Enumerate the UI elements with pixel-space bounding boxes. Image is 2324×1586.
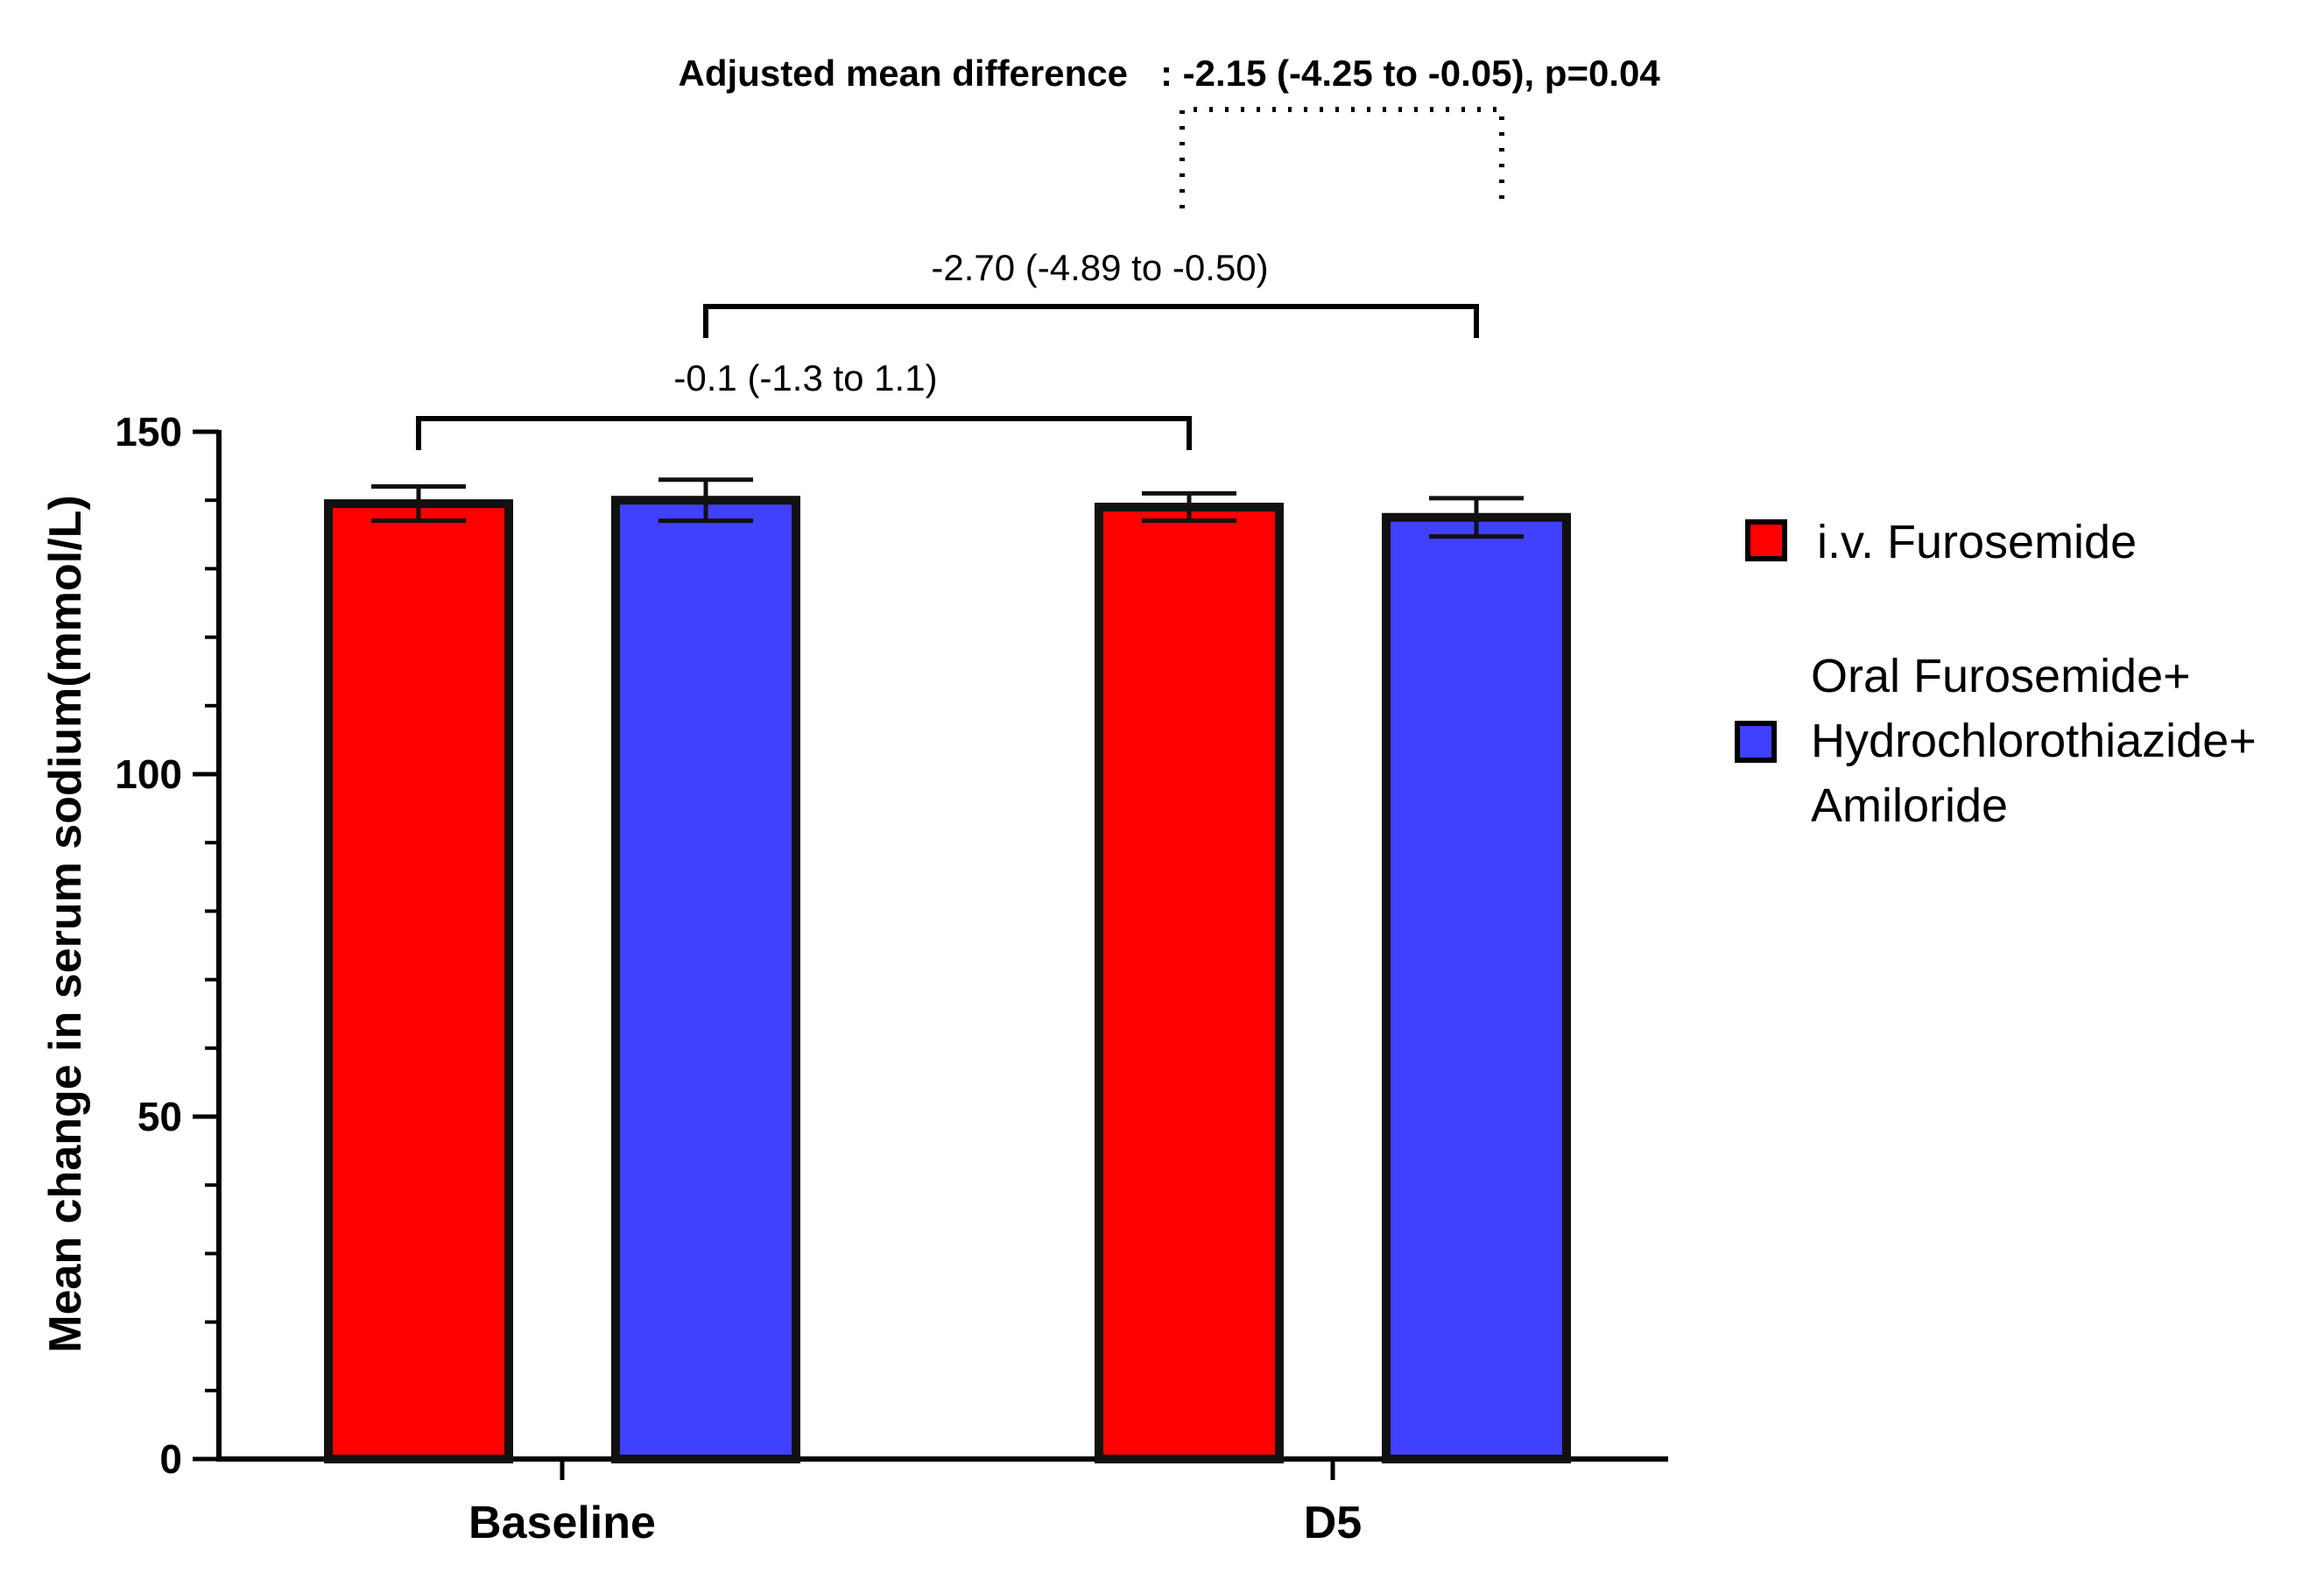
legend-label-oral-combo-line-1: Oral Furosemide+ — [1811, 650, 2191, 702]
y-tick-label: 0 — [159, 1436, 182, 1482]
legend-swatch-oral-combo — [1735, 721, 1777, 763]
bar — [1382, 512, 1571, 1463]
comparison-bracket — [416, 416, 1192, 450]
adjusted-value: : -2.15 (-4.25 to -0.05), p=0.04 — [1160, 53, 1660, 94]
legend-label-oral-combo-line-3: Amiloride — [1811, 779, 2008, 832]
x-category-label: D5 — [1304, 1498, 1362, 1548]
adjusted-title: Adjusted mean difference — [679, 53, 1128, 94]
y-axis-label: Mean change in serum sodium(mmol/L) — [40, 495, 91, 1352]
bar — [1095, 503, 1284, 1463]
y-tick-label: 150 — [115, 409, 182, 455]
adjusted-dotted-bracket — [1180, 107, 1504, 208]
bars — [324, 496, 1571, 1464]
legend-label-iv-furosemide: i.v. Furosemide — [1817, 516, 2137, 568]
y-tick-label: 50 — [137, 1094, 182, 1139]
comparison-label-1: -0.1 (-1.3 to 1.1) — [673, 357, 937, 398]
error-bars — [371, 477, 1524, 539]
comparison-bracket — [703, 304, 1479, 338]
y-tick-label: 100 — [115, 751, 182, 797]
comparison-label-2: -2.70 (-4.89 to -0.50) — [931, 247, 1268, 288]
bar — [324, 499, 513, 1463]
comparison-brackets — [416, 107, 1504, 450]
legend: i.v. Furosemide Oral Furosemide+ Hydroch… — [1735, 516, 2257, 832]
legend-label-oral-combo-line-2: Hydrochlorothiazide+ — [1811, 715, 2257, 767]
x-category-label: Baseline — [468, 1498, 656, 1548]
bar — [611, 496, 800, 1464]
legend-swatch-iv-furosemide — [1745, 519, 1787, 561]
